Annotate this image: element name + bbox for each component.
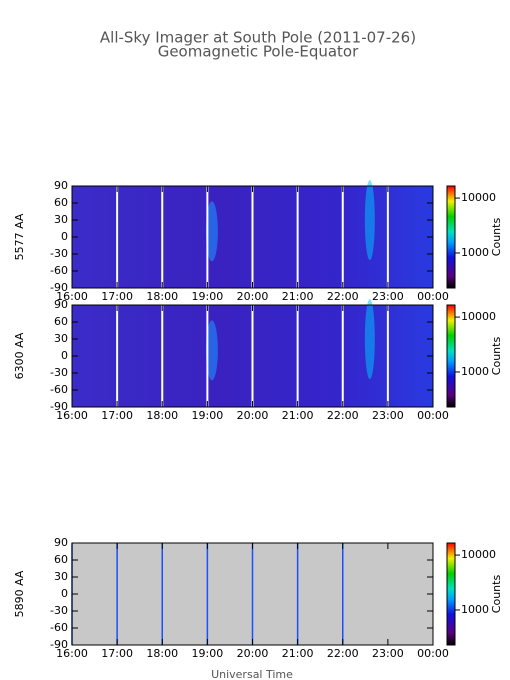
y-tick-label: -30 (50, 366, 68, 379)
x-tick-label: 19:00 (192, 409, 224, 422)
x-tick-label: 20:00 (237, 290, 269, 303)
colorbar-tick-label: 10000 (461, 548, 496, 561)
x-tick-label: 18:00 (146, 647, 178, 660)
x-tick-label: 19:00 (192, 290, 224, 303)
colorbar-label: Counts (490, 337, 503, 376)
x-tick-label: 20:00 (237, 409, 269, 422)
x-tick-label: 18:00 (146, 409, 178, 422)
x-tick-label: 17:00 (101, 409, 133, 422)
plot-frame (71, 304, 434, 408)
x-tick-label: 18:00 (146, 290, 178, 303)
x-tick-label: 21:00 (282, 647, 314, 660)
x-axis-label: Universal Time (211, 668, 293, 680)
y-tick-label: 30 (54, 213, 68, 226)
y-tick-label: -60 (50, 383, 68, 396)
aurora (205, 320, 218, 381)
colorbar-tick-label: 10000 (461, 191, 496, 204)
y-tick-label: -90 (50, 638, 68, 651)
y-tick-label: 60 (54, 315, 68, 328)
x-tick-label: 23:00 (372, 647, 404, 660)
colorbar-tick-label: 1000 (461, 246, 489, 259)
x-tick-label: 23:00 (372, 290, 404, 303)
x-tick-label: 16:00 (56, 290, 88, 303)
aurora (364, 180, 375, 260)
x-tick-label: 21:00 (282, 290, 314, 303)
y-tick-label: 90 (54, 179, 68, 192)
x-tick-label: 20:00 (237, 647, 269, 660)
y-tick-label: 30 (54, 570, 68, 583)
title: All-Sky Imager at South Pole (2011-07-26… (100, 29, 416, 47)
y-tick-label: 30 (54, 332, 68, 345)
x-tick-label: 00:00 (417, 647, 449, 660)
colorbar-label: Counts (490, 218, 503, 257)
y-tick-label: -90 (50, 281, 68, 294)
y-tick-label: 0 (61, 230, 68, 243)
x-tick-label: 23:00 (372, 409, 404, 422)
colorbar (446, 542, 456, 646)
y-tick-label: -60 (50, 621, 68, 634)
x-tick-label: 19:00 (192, 647, 224, 660)
x-tick-label: 00:00 (417, 290, 449, 303)
y-tick-label: -30 (50, 604, 68, 617)
plot-frame (71, 542, 434, 646)
x-tick-label: 00:00 (417, 409, 449, 422)
x-tick-label: 21:00 (282, 409, 314, 422)
colorbar (446, 185, 456, 289)
colorbar-tick-label: 1000 (461, 603, 489, 616)
y-tick-label: -60 (50, 264, 68, 277)
subtitle: Geomagnetic Pole-Equator (158, 43, 359, 61)
y-tick-label: -90 (50, 400, 68, 413)
colorbar-tick-label: 10000 (461, 310, 496, 323)
x-tick-label: 16:00 (56, 409, 88, 422)
x-tick-label: 22:00 (327, 409, 359, 422)
y-tick-label: 60 (54, 553, 68, 566)
x-tick-label: 22:00 (327, 647, 359, 660)
colorbar (446, 304, 456, 408)
x-tick-label: 17:00 (101, 290, 133, 303)
y-tick-label: 90 (54, 536, 68, 549)
y-tick-label: 60 (54, 196, 68, 209)
colorbar-tick-label: 1000 (461, 365, 489, 378)
x-tick-label: 16:00 (56, 647, 88, 660)
y-tick-label: 0 (61, 587, 68, 600)
y-axis-label: 6300 AA (13, 332, 26, 379)
aurora (364, 299, 375, 379)
aurora (205, 201, 218, 262)
y-tick-label: 0 (61, 349, 68, 362)
plot-frame (71, 185, 434, 289)
colorbar-label: Counts (490, 575, 503, 614)
y-axis-label: 5577 AA (13, 213, 26, 260)
x-tick-label: 22:00 (327, 290, 359, 303)
y-tick-label: -30 (50, 247, 68, 260)
x-tick-label: 17:00 (101, 647, 133, 660)
y-axis-label: 5890 AA (13, 570, 26, 617)
y-tick-label: 90 (54, 298, 68, 311)
